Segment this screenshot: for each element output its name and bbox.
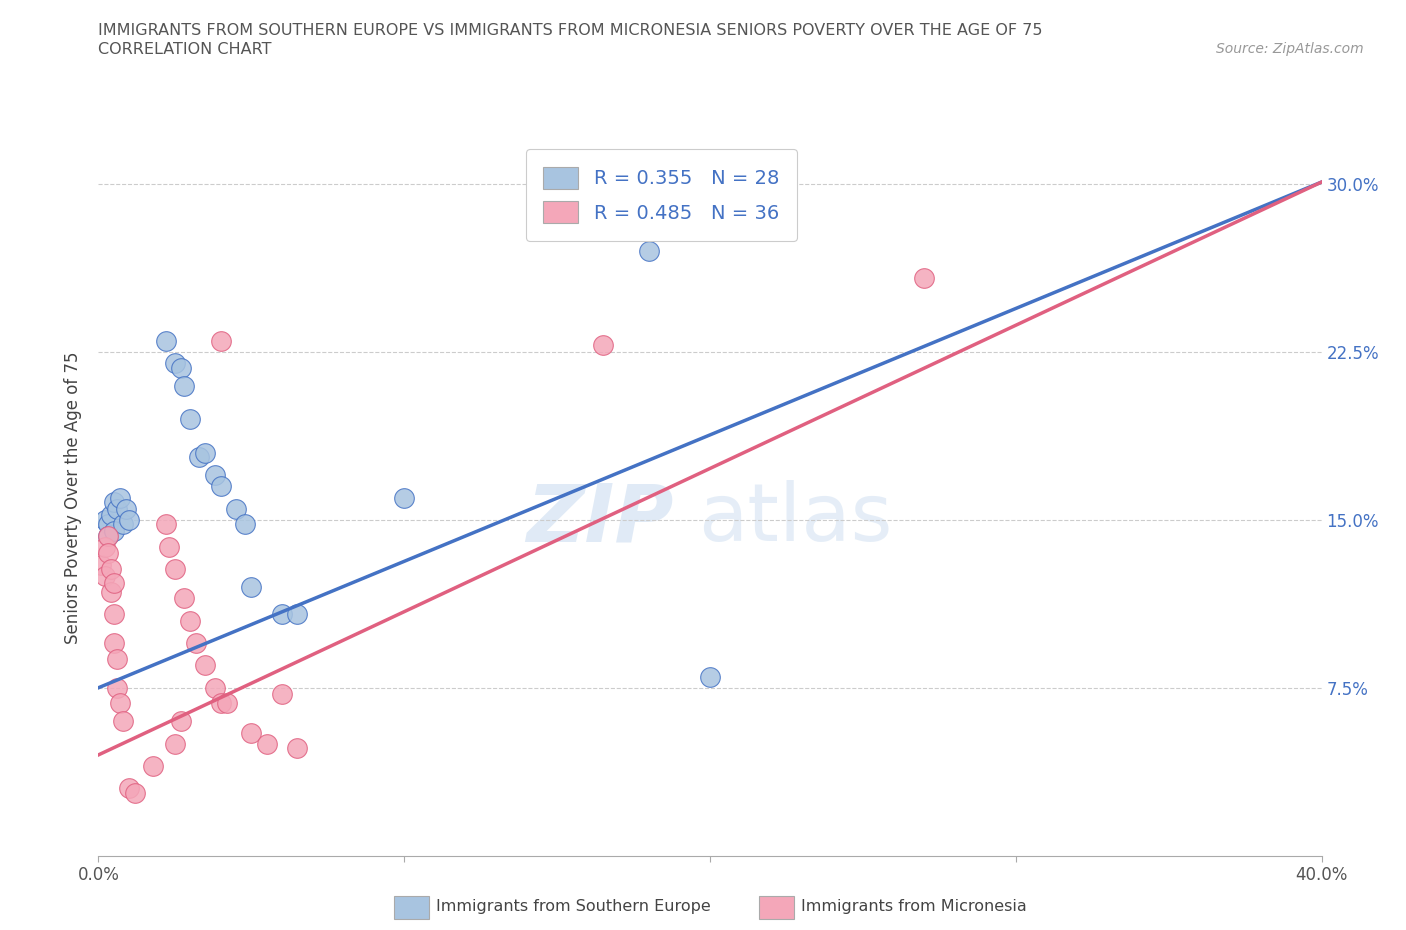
Point [103, 495, 125, 510]
Point [173, 379, 195, 393]
Point [100, 562, 122, 577]
Point [103, 606, 125, 621]
Point [105, 681, 128, 696]
Point [209, 696, 232, 711]
Point [204, 468, 226, 483]
Point [157, 539, 180, 554]
Point [256, 737, 278, 751]
Text: ZIP: ZIP [526, 480, 673, 558]
Point [240, 579, 263, 594]
Point [392, 490, 416, 505]
Point [97, 528, 120, 543]
Point [142, 759, 165, 774]
Point [225, 501, 247, 516]
Point [270, 606, 292, 621]
Point [188, 450, 211, 465]
Point [103, 635, 125, 650]
Text: CORRELATION CHART: CORRELATION CHART [98, 42, 271, 57]
Point [592, 338, 614, 352]
Point [155, 517, 177, 532]
Point [118, 781, 141, 796]
Point [93, 539, 115, 554]
Point [97, 528, 120, 543]
Text: Source: ZipAtlas.com: Source: ZipAtlas.com [1216, 42, 1364, 56]
Point [285, 740, 308, 755]
Point [115, 501, 138, 516]
Point [194, 445, 217, 460]
Point [170, 360, 193, 375]
Point [204, 681, 226, 696]
Point [209, 334, 232, 349]
Point [233, 517, 256, 532]
Point [285, 606, 308, 621]
Point [163, 562, 186, 577]
Point [100, 508, 122, 523]
Point [163, 356, 186, 371]
Point [194, 658, 217, 672]
Point [111, 714, 134, 729]
Point [118, 512, 141, 527]
Point [105, 501, 128, 516]
Point [105, 651, 128, 666]
Point [170, 714, 193, 729]
Point [97, 517, 120, 532]
Point [108, 490, 131, 505]
Point [108, 696, 131, 711]
Point [186, 635, 208, 650]
Point [240, 725, 263, 740]
Point [699, 670, 721, 684]
Point [173, 591, 195, 605]
Point [209, 479, 232, 494]
Text: atlas: atlas [697, 480, 893, 558]
Point [103, 575, 125, 590]
Point [103, 524, 125, 538]
Point [100, 584, 122, 599]
Point [90, 557, 112, 572]
Point [93, 512, 115, 527]
Point [155, 334, 177, 349]
Text: Immigrants from Southern Europe: Immigrants from Southern Europe [436, 899, 710, 914]
Point [179, 613, 201, 628]
Y-axis label: Seniors Poverty Over the Age of 75: Seniors Poverty Over the Age of 75 [65, 352, 83, 644]
Text: IMMIGRANTS FROM SOUTHERN EUROPE VS IMMIGRANTS FROM MICRONESIA SENIORS POVERTY OV: IMMIGRANTS FROM SOUTHERN EUROPE VS IMMIG… [98, 23, 1043, 38]
Point [270, 687, 292, 702]
Point [97, 546, 120, 561]
Point [163, 737, 186, 751]
Point [111, 517, 134, 532]
Point [93, 568, 115, 583]
Point [912, 271, 935, 286]
Point [179, 412, 201, 427]
Legend: R = 0.355   N = 28, R = 0.485   N = 36: R = 0.355 N = 28, R = 0.485 N = 36 [526, 149, 797, 241]
Text: Immigrants from Micronesia: Immigrants from Micronesia [801, 899, 1028, 914]
Point [124, 786, 146, 801]
Point [637, 244, 661, 259]
Point [215, 696, 238, 711]
